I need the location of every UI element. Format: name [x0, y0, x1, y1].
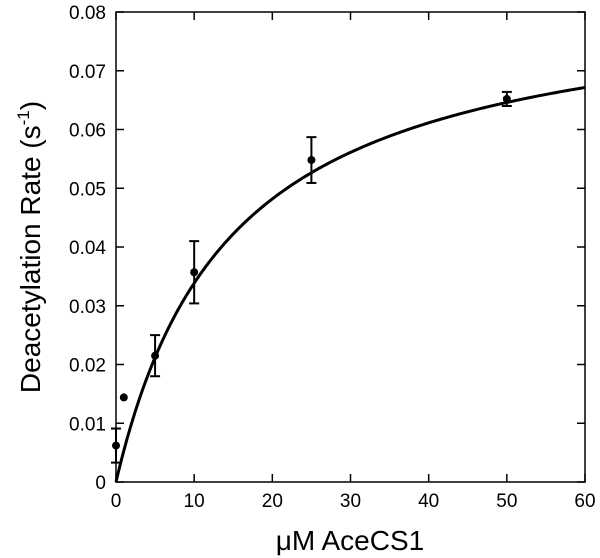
y-tick-label: 0.01: [69, 414, 106, 435]
plot-frame: [115, 11, 586, 483]
y-tick-label: 0.07: [69, 62, 106, 83]
x-axis-title: μM AceCS1: [276, 525, 424, 556]
y-axis-title-superscript: -1: [14, 110, 33, 125]
axis-ticks: [115, 11, 586, 483]
x-tick-label: 10: [184, 491, 205, 512]
x-tick-label: 40: [418, 491, 439, 512]
y-axis-title: Deacetylation Rate (s-1): [14, 101, 46, 393]
data-point: [112, 441, 120, 450]
data-point: [119, 393, 128, 402]
x-tick-label: 20: [262, 491, 283, 512]
data-point: [190, 268, 199, 277]
y-axis-title-main: Deacetylation Rate (s: [15, 125, 46, 393]
y-tick-label: 0.04: [69, 238, 106, 259]
x-tick-label: 30: [340, 491, 361, 512]
data-point: [151, 351, 160, 360]
y-tick-label: 0.02: [69, 356, 106, 377]
y-tick-label: 0.03: [69, 297, 106, 318]
data-points: [111, 90, 512, 464]
x-tick-label: 0: [111, 491, 122, 512]
data-point: [307, 156, 316, 165]
y-tick-label: 0.05: [69, 179, 106, 200]
data-point: [502, 94, 511, 103]
x-tick-label: 60: [574, 491, 595, 512]
fit-curve: [114, 86, 586, 483]
y-tick-label: 0.08: [69, 3, 106, 24]
y-axis-title-close: ): [15, 101, 46, 110]
x-tick-label: 50: [496, 491, 517, 512]
y-tick-label: 0.06: [69, 121, 106, 142]
axis-tick-labels: 0 10 20 30 40 50 60 0 0.01 0.02 0.03 0.04 0.05 0.06 0.…: [69, 3, 596, 512]
y-tick-label: 0: [95, 473, 106, 494]
